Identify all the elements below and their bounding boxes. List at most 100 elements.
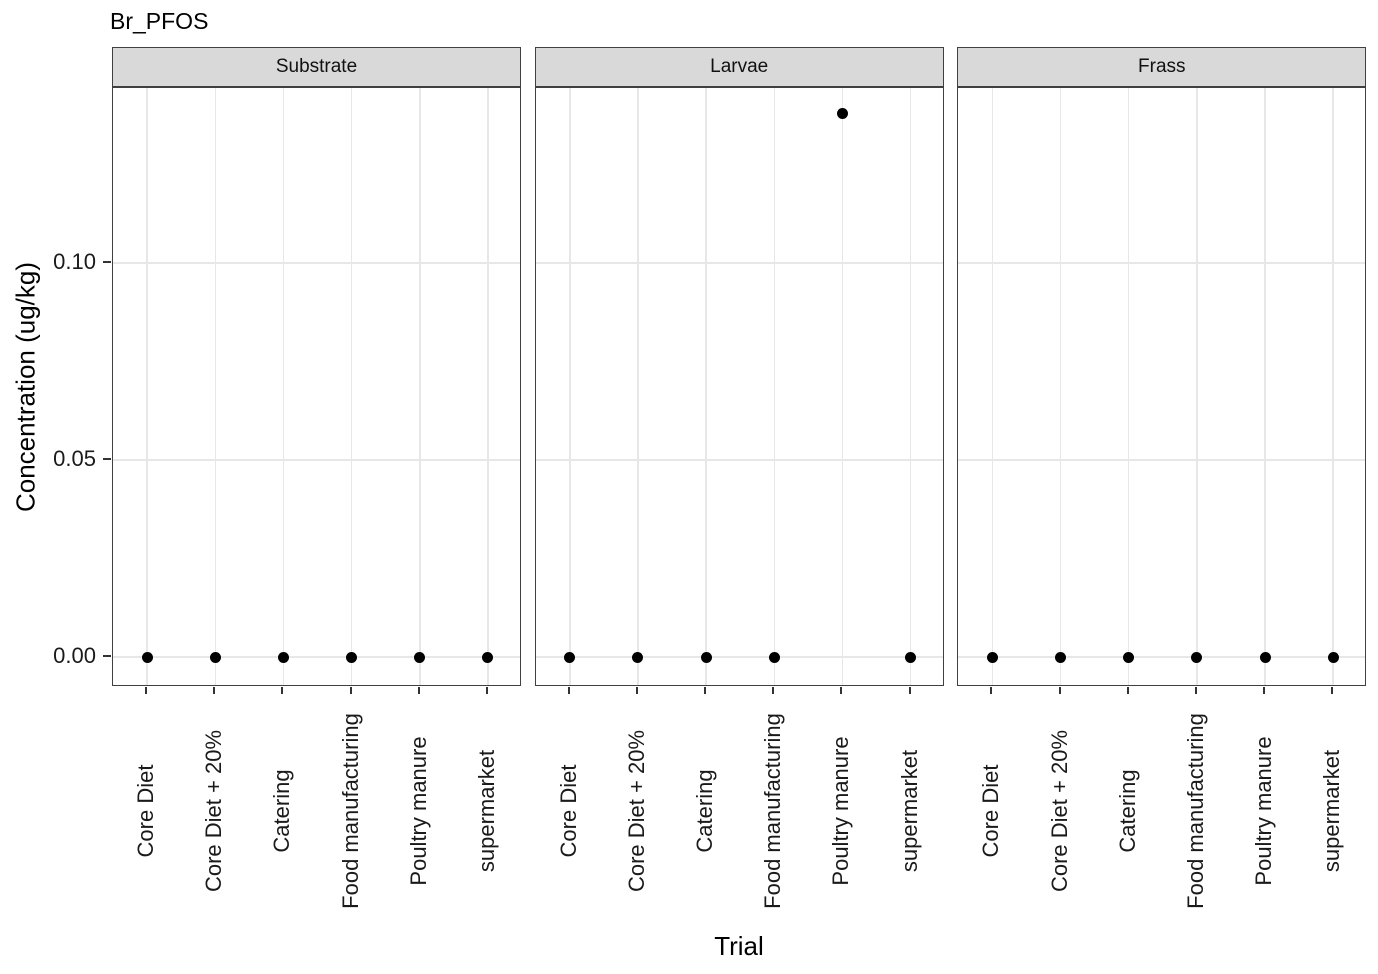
gridline-vertical [991,88,994,685]
x-tick-mark [908,687,911,694]
gridline-horizontal [535,262,943,264]
panel-frass [957,87,1367,686]
facet-strip-label-substrate: Substrate [275,56,358,77]
x-tick-label-text: Core Diet [133,764,159,858]
x-tick-label-text: Core Diet + 20% [1046,729,1072,893]
data-point [700,651,712,663]
gridline-vertical [637,88,639,685]
gridline-horizontal [958,459,1366,461]
x-tick-label-text: Food manufacturing [1182,713,1208,909]
data-point [482,651,494,663]
data-point [141,651,153,663]
x-tick-mark [990,687,993,694]
data-point [632,651,644,663]
x-tick-mark [840,687,843,694]
x-tick-mark [1263,687,1266,694]
gridline-horizontal [113,656,520,658]
y-tick-mark [103,655,111,658]
data-point [986,651,998,663]
data-point [1191,651,1203,663]
data-point [1259,651,1271,663]
data-point [564,651,576,663]
x-tick-label-text: Catering [269,769,295,853]
x-tick-label-text: Core Diet [555,764,581,858]
x-tick-mark [281,687,284,694]
panel-substrate [112,87,521,686]
gridline-horizontal [958,262,1366,264]
gridline-vertical [841,88,844,685]
gridline-vertical [773,88,776,685]
x-tick-label-text: Food manufacturing [760,713,786,909]
gridline-vertical [282,88,285,685]
gridline-horizontal [535,459,943,461]
facet-strip-larvae: Larvae [534,47,944,87]
gridline-horizontal [113,262,520,264]
x-tick-label-text: Catering [692,769,718,853]
x-axis-title: Trial [714,931,764,961]
facet-strip-substrate: Substrate [112,47,521,87]
facet-strip-label-larvae: Larvae [710,56,769,77]
x-tick-label-text: supermarket [473,749,499,873]
x-tick-label-text: Food manufacturing [337,713,363,909]
x-tick-mark [704,687,707,694]
x-tick-label-text: Core Diet [978,764,1004,858]
facet-strip-frass: Frass [957,47,1367,87]
x-tick-label-text: Poultry manure [1251,736,1277,886]
plot-title: Br_PFOS [110,8,209,34]
x-tick-mark [772,687,775,694]
x-tick-label-text: Catering [1114,769,1140,853]
data-point [1123,651,1135,663]
x-tick-mark [567,687,570,694]
x-tick-mark [1331,687,1334,694]
y-tick-mark [103,458,111,461]
data-point [1055,651,1067,663]
gridline-horizontal [535,656,943,658]
x-tick-mark [1058,687,1061,694]
y-tick-mark [103,261,111,264]
gridline-vertical [1264,88,1266,685]
gridline-vertical [569,88,571,685]
gridline-vertical [1196,88,1198,685]
x-tick-mark [213,687,216,694]
y-tick-label: 0.00 [53,643,96,669]
y-tick-label: 0.10 [53,249,96,275]
data-point [414,651,426,663]
data-point [346,651,358,663]
x-tick-label-text: Poultry manure [828,736,854,886]
y-tick-label: 0.05 [53,446,96,472]
x-tick-mark [417,687,420,694]
x-tick-mark [145,687,148,694]
gridline-vertical [1059,88,1062,685]
x-tick-mark [349,687,352,694]
gridline-vertical [909,88,912,685]
gridline-vertical [214,88,216,685]
gridline-horizontal [113,459,520,461]
gridline-vertical [1127,88,1130,685]
gridline-vertical [350,88,353,685]
x-tick-label-text: supermarket [1319,749,1345,873]
x-tick-mark [635,687,638,694]
x-tick-mark [1194,687,1197,694]
data-point [277,651,289,663]
x-tick-label-text: Poultry manure [405,736,431,886]
x-tick-label-text: Core Diet + 20% [623,729,649,893]
gridline-vertical [146,88,148,685]
panel-larvae [534,87,944,686]
x-tick-mark [485,687,488,694]
data-point [1327,651,1339,663]
gridline-vertical [1332,88,1334,685]
data-point [836,108,848,120]
facet-strip-label-frass: Frass [1138,56,1186,77]
data-point [768,651,780,663]
x-tick-mark [1126,687,1129,694]
data-point [209,651,221,663]
data-point [905,651,917,663]
gridline-horizontal [958,656,1366,658]
gridline-vertical [487,88,489,685]
x-tick-label-text: supermarket [896,749,922,873]
gridline-vertical [705,88,707,685]
gridline-vertical [419,88,421,685]
x-tick-label-text: Core Diet + 20% [201,729,227,893]
y-axis-title-text: Concentration (ug/kg) [10,261,41,513]
